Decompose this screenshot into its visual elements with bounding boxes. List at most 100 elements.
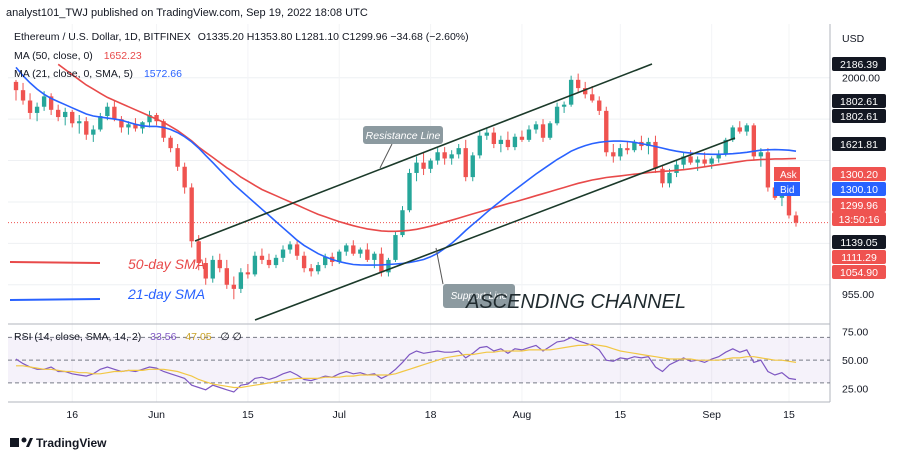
candle-body <box>611 152 616 157</box>
footer-brand: TradingView <box>36 436 107 450</box>
price-tick-label: 2000.00 <box>842 73 880 85</box>
rsi-tick-label: 75.00 <box>842 327 868 339</box>
candle-body <box>133 124 138 129</box>
candle-body <box>245 272 251 275</box>
candle-body <box>491 132 497 144</box>
candle-body <box>98 116 103 130</box>
candle-body <box>533 124 539 130</box>
price-tag <box>832 235 886 249</box>
candle-body <box>449 154 454 159</box>
legend-ohlc: O1335.20 H1353.80 L1281.10 C1299.96 −34.… <box>198 31 469 43</box>
time-tick-label: 16 <box>66 409 78 421</box>
candle-body <box>386 259 391 273</box>
candle-body <box>653 141 658 169</box>
candle-body <box>470 155 475 178</box>
candle-body <box>365 249 370 260</box>
candle-body <box>63 111 68 118</box>
candle-body <box>238 272 244 289</box>
candle-body <box>154 115 159 122</box>
candle-body <box>20 90 26 101</box>
legend-symbol-name: Ethereum / U.S. Dollar, 1D, BITFINEX <box>14 31 191 43</box>
sma50-legend-swatch <box>9 261 101 264</box>
time-tick-label: 15 <box>614 409 626 421</box>
candle-body <box>196 241 201 264</box>
candle-body <box>709 158 714 164</box>
candle-body <box>463 148 468 178</box>
price-tag-label: 13:50:16 <box>839 214 880 226</box>
candle-body <box>505 139 511 148</box>
candle-body <box>105 106 110 117</box>
candle-body <box>512 136 518 148</box>
tv-logo-icon <box>10 438 19 447</box>
candle-body <box>13 81 19 91</box>
support-callout-label: Support Line <box>451 291 508 302</box>
candle-body <box>519 136 525 140</box>
price-tag-label: 1139.05 <box>840 237 877 249</box>
candle-body <box>147 115 152 123</box>
candle-body <box>161 121 166 138</box>
candle-body <box>266 259 272 266</box>
candle-body <box>428 160 433 169</box>
legend-ma21-label: MA (21, close, 0, SMA, 5) <box>14 68 133 80</box>
tv-logo-slash <box>26 438 33 447</box>
time-tick-label: Jun <box>148 409 165 421</box>
candle-body <box>294 244 300 256</box>
price-tag <box>832 198 886 212</box>
candle-body <box>379 253 384 273</box>
candle-body <box>280 249 286 258</box>
rsi-axis: 75.00 50.00 25.00 <box>842 327 868 396</box>
candle-body <box>526 129 532 140</box>
candle-body <box>273 257 279 266</box>
legend-rsi: RSI (14, close, SMA, 14, 2) 33.56 47.05 … <box>14 331 242 343</box>
candle-body <box>477 135 482 156</box>
price-tag-prefix <box>774 167 800 181</box>
candle-body <box>786 193 792 216</box>
rsi-ma-line <box>16 343 797 389</box>
rsi-tick-label: 50.00 <box>842 355 868 367</box>
ascending-channel-label: ASCENDING CHANNEL <box>465 291 686 313</box>
candle-body <box>667 172 672 184</box>
price-tag-label: 1300.10 <box>840 184 878 196</box>
price-tag <box>832 167 886 181</box>
candle-body <box>744 125 749 132</box>
candle-body <box>34 106 40 113</box>
candle-body <box>217 259 222 269</box>
candle-body <box>210 259 215 279</box>
price-tag-label: 2186.39 <box>840 59 878 71</box>
price-tag-label: 1299.96 <box>840 200 878 212</box>
candle-body <box>182 166 187 188</box>
candle-body <box>793 215 799 223</box>
resistance-callout-pointer <box>379 143 393 169</box>
grid-lines <box>8 24 830 402</box>
candle-body <box>70 111 75 124</box>
sma21-legend-swatch <box>9 298 101 301</box>
time-tick-label: Sep <box>702 409 721 421</box>
legend-rsi-extra: ∅ ∅ <box>221 331 242 343</box>
candle-body <box>737 127 742 132</box>
candle-body <box>660 168 665 184</box>
candle-body <box>604 110 609 153</box>
candle-body <box>168 137 173 149</box>
candle-body <box>337 251 342 262</box>
candle-body <box>730 127 735 140</box>
candle-body <box>758 152 764 157</box>
candle-body <box>632 141 637 151</box>
candle-body <box>231 284 237 289</box>
legend-rsi-ma-value: 47.05 <box>185 331 211 343</box>
price-tag-prefix <box>774 182 800 196</box>
candle-body <box>716 154 721 159</box>
candle-body <box>688 156 693 163</box>
candle-body <box>618 148 623 157</box>
time-tick-label: Aug <box>513 409 532 421</box>
candle-body <box>554 106 560 124</box>
time-axis: 16 Jun 15 Jul 18 Aug 15 Sep 15 <box>66 409 795 421</box>
price-tag-label: 1621.81 <box>840 139 878 151</box>
candle-body <box>498 139 504 144</box>
resistance-callout-label: Resistance Line <box>366 130 441 142</box>
candle-body <box>400 210 405 236</box>
candle-body <box>751 125 757 157</box>
rsi-tick-label: 25.00 <box>842 384 868 396</box>
legend-symbol: Ethereum / U.S. Dollar, 1D, BITFINEX O13… <box>14 31 469 43</box>
candle-body <box>442 152 447 159</box>
resistance-channel-line <box>194 63 653 242</box>
